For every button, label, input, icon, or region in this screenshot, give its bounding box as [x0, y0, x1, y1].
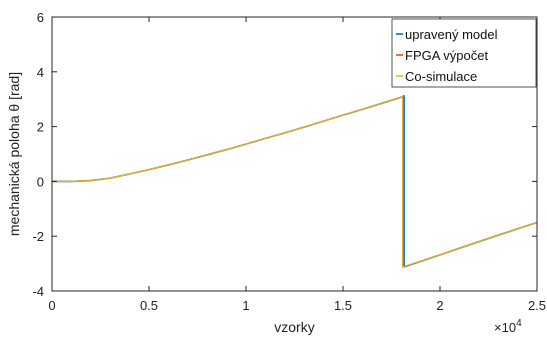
series-line-3 — [52, 95, 538, 268]
legend-box — [391, 18, 537, 88]
y-tick-label: 6 — [37, 10, 44, 25]
x-tick-label: 0.5 — [140, 298, 158, 313]
legend-label-2: FPGA výpočet — [405, 48, 488, 63]
ticks-layer: 0 0.5 1 1.5 2 2.5 -4 -2 0 2 4 6 — [32, 10, 546, 313]
x-tick-label: 2 — [436, 298, 443, 313]
x-tick-label: 2.5 — [528, 298, 546, 313]
legend-items: upravený model FPGA výpočet Co-simulace — [396, 27, 498, 84]
x-tick-label: 1.5 — [334, 298, 352, 313]
legend-label-3: Co-simulace — [405, 69, 477, 84]
y-tick-label: 2 — [37, 120, 44, 135]
y-tick-label: -2 — [32, 229, 44, 244]
x-axis-exponent-power: 4 — [516, 318, 522, 329]
legend-label-1: upravený model — [405, 27, 498, 42]
y-tick-label: 4 — [37, 65, 44, 80]
x-axis-exponent-base: ×10 — [494, 320, 516, 335]
x-tick-label: 1 — [242, 298, 249, 313]
series-layer — [52, 95, 538, 268]
x-axis-exponent: ×104 — [494, 318, 522, 335]
plot-frame — [51, 16, 538, 292]
legend: upravený model FPGA výpočet Co-simulace — [391, 18, 537, 88]
y-tick-label: 0 — [37, 174, 44, 189]
y-axis-label: mechanická poloha θ [rad] — [6, 72, 22, 236]
x-axis-label: vzorky — [274, 319, 314, 335]
x-tick-label: 0 — [48, 298, 55, 313]
y-tick-label: -4 — [32, 284, 44, 299]
